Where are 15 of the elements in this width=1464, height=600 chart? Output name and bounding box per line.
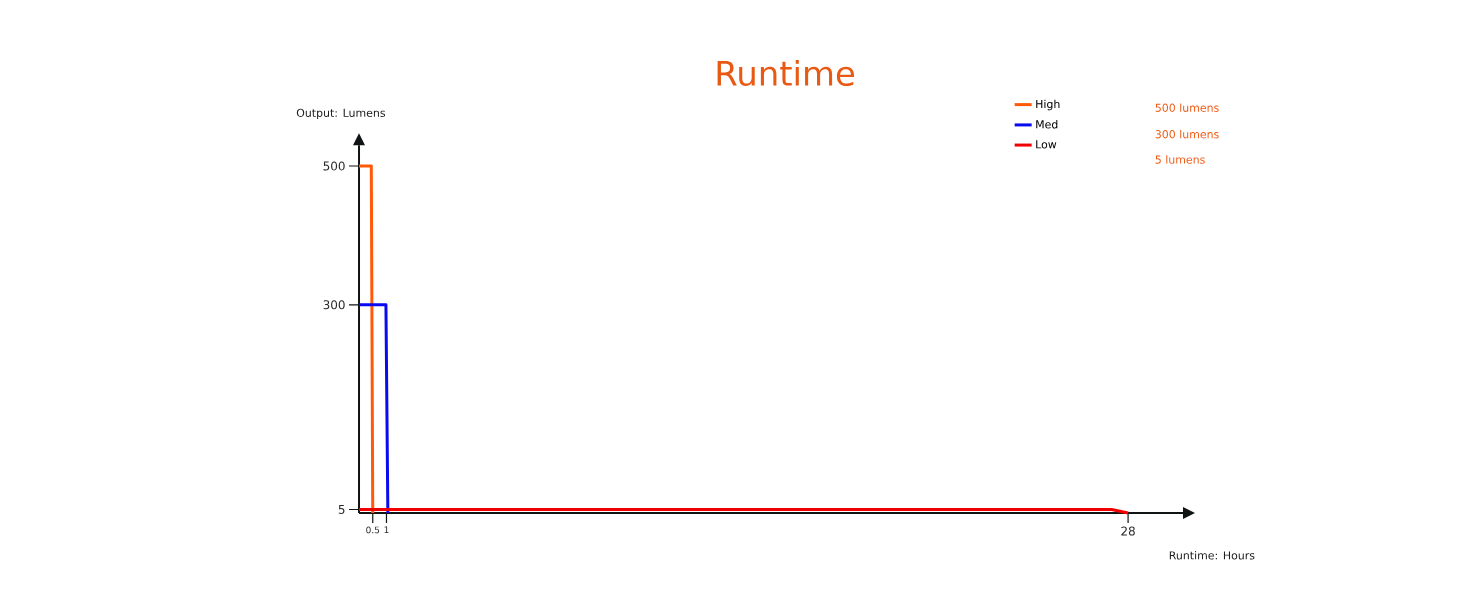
y-tick-label: 500 xyxy=(323,161,345,171)
legend-label: Low xyxy=(1036,140,1057,149)
y-tick-label: 5 xyxy=(338,505,345,514)
text: 500 lumens xyxy=(1155,103,1219,112)
y-axis-title: Output: Lumens xyxy=(296,108,386,120)
legend-label: High xyxy=(1036,99,1060,111)
legend-label: Med xyxy=(1036,120,1058,129)
x-tick-label: 1 xyxy=(384,526,389,534)
chart-title: Runtime xyxy=(717,59,854,87)
x-tick-label: 0.5 xyxy=(366,526,380,534)
x-axis-title: Runtime: Hours xyxy=(1169,551,1255,560)
y-tick-label: 300 xyxy=(323,300,345,310)
x-tick-label: 28 xyxy=(1121,526,1135,536)
text: 300 lumens xyxy=(1155,129,1219,139)
annotation: 5 lumens xyxy=(1155,155,1205,164)
